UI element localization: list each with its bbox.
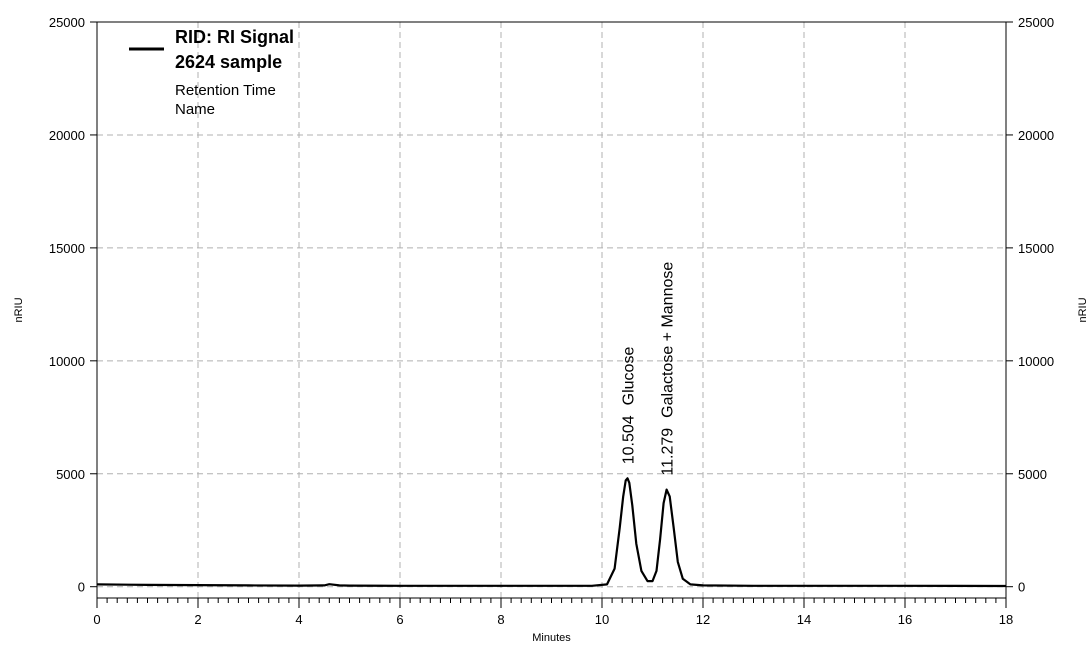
y-left-tick-label: 15000	[49, 241, 85, 256]
y-right-tick-label: 5000	[1018, 467, 1047, 482]
x-tick-label: 10	[595, 612, 609, 627]
legend-title-line: RID: RI Signal	[175, 27, 294, 47]
x-tick-label: 18	[999, 612, 1013, 627]
peak-retention-time: 10.504	[620, 415, 637, 464]
x-tick-label: 0	[93, 612, 100, 627]
y-right-tick-label: 0	[1018, 580, 1025, 595]
peak-label: 11.279 Galactose + Mannose	[660, 262, 677, 476]
x-tick-label: 8	[497, 612, 504, 627]
peak-name: Galactose + Mannose	[660, 262, 677, 418]
x-tick-label: 12	[696, 612, 710, 627]
x-tick-label: 4	[295, 612, 302, 627]
y-axis-left-title: nRIU	[13, 297, 25, 322]
y-left-tick-label: 25000	[49, 15, 85, 30]
series-line	[96, 477, 1007, 588]
x-tick-label: 14	[797, 612, 811, 627]
axes-layer: 0 2 4 6 8 10 12 14 16 18 0 0 5000 5000 10000 10000 15000…	[13, 15, 1089, 644]
legend-title-line: 2624 sample	[175, 52, 282, 72]
y-left-tick-label: 5000	[56, 467, 85, 482]
y-axis-right-title: nRIU	[1077, 297, 1089, 322]
peak-name: Glucose	[620, 347, 637, 406]
grid-layer	[97, 22, 1006, 598]
x-axis-title: Minutes	[532, 632, 571, 644]
x-tick-label: 16	[898, 612, 912, 627]
y-left-tick-label: 10000	[49, 354, 85, 369]
legend-field: Retention Time	[175, 82, 276, 99]
y-right-tick-label: 15000	[1018, 241, 1054, 256]
peak-label-layer: 10.504 Glucose 11.279 Galactose + Mannose	[620, 262, 676, 476]
y-right-tick-label: 20000	[1018, 128, 1054, 143]
x-tick-label: 2	[194, 612, 201, 627]
legend-field: Name	[175, 101, 215, 118]
peak-retention-time: 11.279	[660, 428, 677, 476]
legend: RID: RI Signal 2624 sample Retention Time N…	[129, 27, 294, 118]
y-left-tick-label: 20000	[49, 128, 85, 143]
series-layer	[96, 477, 1007, 588]
y-right-tick-label: 25000	[1018, 15, 1054, 30]
y-right-tick-label: 10000	[1018, 354, 1054, 369]
y-left-tick-label: 0	[78, 580, 85, 595]
peak-label: 10.504 Glucose	[620, 347, 637, 465]
x-tick-label: 6	[396, 612, 403, 627]
